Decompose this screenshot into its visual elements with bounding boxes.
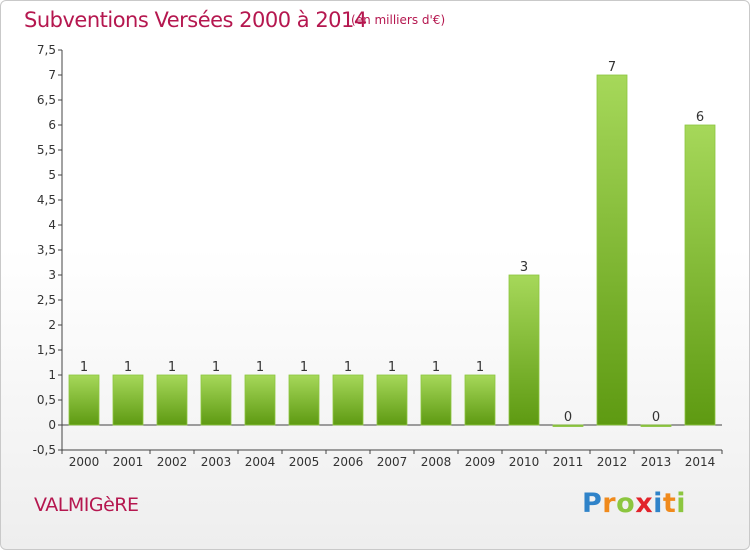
x-tick-label: 2001 <box>113 455 144 469</box>
x-tick-label: 2011 <box>553 455 584 469</box>
bar-2013 <box>640 424 672 427</box>
x-tick-label: 2005 <box>289 455 320 469</box>
place-name: VALMIGèRE <box>34 494 139 516</box>
data-label-2000: 1 <box>80 360 88 375</box>
data-label-2013: 0 <box>652 410 660 425</box>
data-label-2010: 3 <box>520 260 528 275</box>
data-label-2001: 1 <box>124 360 132 375</box>
bar-2007 <box>376 374 408 426</box>
bar-2003 <box>200 374 232 426</box>
y-tick-label: 7,5 <box>37 43 56 57</box>
data-label-2004: 1 <box>256 360 264 375</box>
x-tick-label: 2009 <box>465 455 496 469</box>
data-label-2009: 1 <box>476 360 484 375</box>
y-tick-label: 7 <box>48 68 56 82</box>
y-tick-label: 4,5 <box>37 193 56 207</box>
y-tick-label: 6,5 <box>37 93 56 107</box>
x-tick-label: 2012 <box>597 455 628 469</box>
y-tick-label: 5,5 <box>37 143 56 157</box>
data-label-2003: 1 <box>212 360 220 375</box>
data-label-2006: 1 <box>344 360 352 375</box>
y-tick-label: 3,5 <box>37 243 56 257</box>
bar-2002 <box>156 374 188 426</box>
x-tick-label: 2014 <box>685 455 716 469</box>
y-tick-label: 0 <box>48 418 56 432</box>
y-tick-label: 0,5 <box>37 393 56 407</box>
logo-letter: P <box>582 488 603 519</box>
bar-2011 <box>552 424 584 427</box>
y-tick-label: -0,5 <box>33 443 56 457</box>
bar-2012 <box>596 74 628 426</box>
x-tick-label: 2013 <box>641 455 672 469</box>
data-label-2012: 7 <box>608 60 616 75</box>
bar-2000 <box>68 374 100 426</box>
x-tick-label: 2003 <box>201 455 232 469</box>
bar-2008 <box>420 374 452 426</box>
x-tick-label: 2007 <box>377 455 408 469</box>
logo-letter: r <box>602 488 617 519</box>
data-label-2011: 0 <box>564 410 572 425</box>
chart-title: Subventions Versées 2000 à 2014 <box>24 8 367 32</box>
bar-2006 <box>332 374 364 426</box>
data-label-2005: 1 <box>300 360 308 375</box>
bar-2001 <box>112 374 144 426</box>
bar-2004 <box>244 374 276 426</box>
x-tick-label: 2004 <box>245 455 276 469</box>
y-tick-label: 1 <box>48 368 56 382</box>
logo-letter: i <box>653 488 663 519</box>
bar-2014 <box>684 124 716 426</box>
logo-letter: t <box>662 488 677 519</box>
chart-subtitle: (en milliers d'€) <box>351 13 446 27</box>
logo-letter: i <box>676 488 687 519</box>
y-tick-label: 3 <box>48 268 56 282</box>
data-label-2014: 6 <box>696 110 704 125</box>
bar-2005 <box>288 374 320 426</box>
logo-letter: o <box>616 488 636 519</box>
y-tick-label: 2 <box>48 318 56 332</box>
x-tick-label: 2002 <box>157 455 188 469</box>
y-tick-label: 2,5 <box>37 293 56 307</box>
x-tick-label: 2000 <box>69 455 100 469</box>
data-label-2002: 1 <box>168 360 176 375</box>
data-label-2008: 1 <box>432 360 440 375</box>
y-tick-label: 1,5 <box>37 343 56 357</box>
logo-letter: x <box>635 488 654 519</box>
y-tick-label: 4 <box>48 218 56 232</box>
data-label-2007: 1 <box>388 360 396 375</box>
y-tick-label: 6 <box>48 118 56 132</box>
proxiti-logo: Proxiti <box>582 488 686 519</box>
x-tick-label: 2008 <box>421 455 452 469</box>
x-tick-label: 2010 <box>509 455 540 469</box>
bar-2010 <box>508 274 540 426</box>
x-tick-label: 2006 <box>333 455 364 469</box>
y-tick-label: 5 <box>48 168 56 182</box>
bar-2009 <box>464 374 496 426</box>
